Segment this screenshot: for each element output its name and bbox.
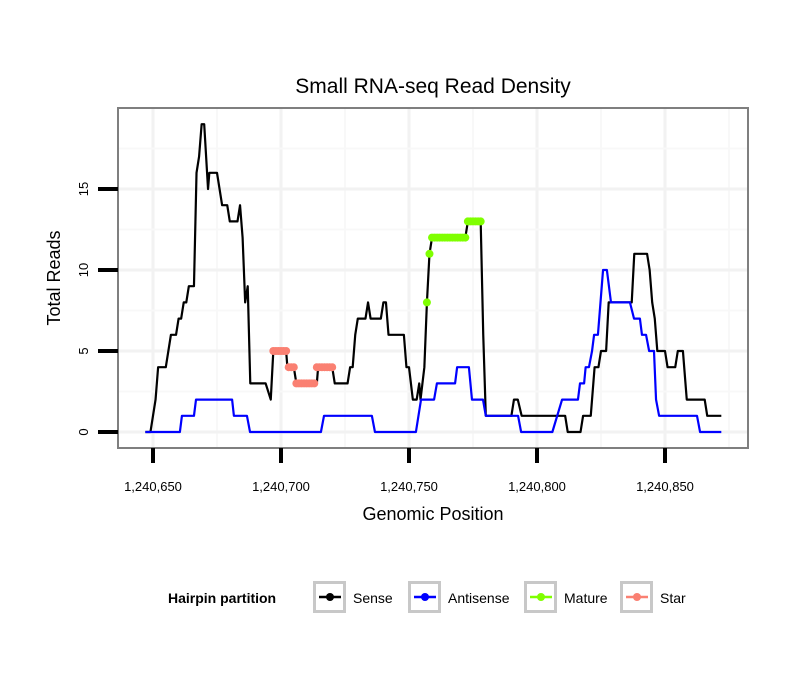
legend-label: Mature xyxy=(564,590,608,606)
legend-item-mature: Mature xyxy=(524,581,608,613)
star-point xyxy=(289,363,298,372)
x-tick-label: 1,240,650 xyxy=(124,479,182,494)
legend-item-star: Star xyxy=(620,581,686,613)
legend-item-antisense: Antisense xyxy=(408,581,510,613)
legend-key-point xyxy=(421,593,429,601)
antisense-line xyxy=(145,268,722,434)
legend-label: Antisense xyxy=(448,590,510,606)
y-axis: 0 5 10 15 xyxy=(76,182,118,436)
y-tick-label: 5 xyxy=(76,347,91,354)
legend-key-point xyxy=(326,593,334,601)
series-sense xyxy=(145,123,722,434)
plot-background xyxy=(118,108,748,448)
x-tick-label: 1,240,800 xyxy=(508,479,566,494)
x-tick-label: 1,240,700 xyxy=(252,479,310,494)
series-mature xyxy=(422,217,485,307)
legend-key-point xyxy=(633,593,641,601)
series-star xyxy=(269,347,337,388)
y-tick-label: 0 xyxy=(76,428,91,435)
y-tick-label: 15 xyxy=(76,182,91,196)
series-antisense xyxy=(145,268,722,434)
legend-label: Star xyxy=(660,590,686,606)
star-point xyxy=(282,347,291,355)
series-layer xyxy=(145,123,722,434)
star-point xyxy=(328,363,337,372)
x-axis: 1,240,650 1,240,700 1,240,750 1,240,800 1,24… xyxy=(124,448,694,494)
y-axis-label: Total Reads xyxy=(44,230,64,325)
mature-point xyxy=(476,217,485,226)
chart-title: Small RNA-seq Read Density xyxy=(295,75,571,98)
sense-line xyxy=(145,123,722,434)
star-point xyxy=(310,379,319,388)
mature-point xyxy=(425,249,434,258)
x-axis-label: Genomic Position xyxy=(362,504,503,524)
legend-label: Sense xyxy=(353,590,393,606)
grid-lines xyxy=(118,108,748,448)
y-tick-label: 10 xyxy=(76,263,91,277)
x-tick-label: 1,240,750 xyxy=(380,479,438,494)
legend-title: Hairpin partition xyxy=(168,590,276,606)
plot-panel-border xyxy=(117,107,749,449)
mature-point xyxy=(422,298,431,307)
x-tick-label: 1,240,850 xyxy=(636,479,694,494)
legend-item-sense: Sense xyxy=(313,581,393,613)
legend: Hairpin partition Sense Antisense Mature St… xyxy=(168,581,686,613)
legend-key-point xyxy=(537,593,545,601)
mature-point xyxy=(461,233,470,242)
